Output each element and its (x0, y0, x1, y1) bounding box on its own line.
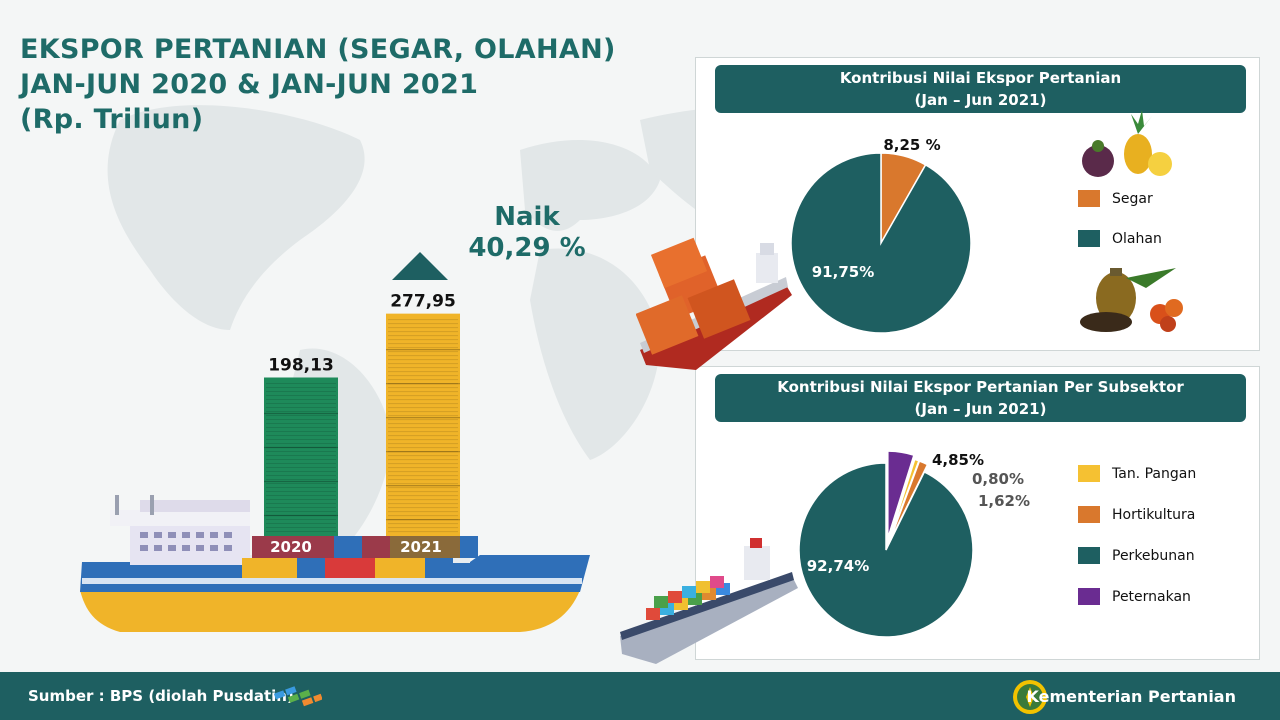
fruit-icon (1082, 110, 1172, 177)
growth-callout: Naik 40,29 % (462, 202, 592, 264)
legend-item-peternakan: Peternakan (1078, 588, 1191, 605)
bar-value-label: 277,95 (390, 292, 456, 312)
ship-hull-yellow (80, 590, 580, 632)
bar-2020 (264, 377, 338, 536)
legend-label: Peternakan (1112, 588, 1191, 605)
palm-oil-icon (1080, 268, 1183, 332)
legend-swatch (1078, 506, 1100, 523)
bar-category-label: 2021 (400, 538, 442, 556)
legend-swatch (1078, 588, 1100, 605)
pie-subsector-subtitle: (Jan – Jun 2021) (914, 400, 1047, 418)
legend-swatch (1078, 230, 1100, 247)
deck-containers (242, 536, 478, 578)
bar-2021 (386, 313, 460, 536)
pie-subsector-title: Kontribusi Nilai Ekspor Pertanian Per Su… (777, 378, 1184, 396)
legend-item-hortikultura: Hortikultura (1078, 506, 1195, 523)
legend-swatch (1078, 190, 1100, 207)
legend-item-segar: Segar (1078, 190, 1153, 207)
legend-label: Perkebunan (1112, 547, 1195, 564)
pie-product-subtitle: (Jan – Jun 2021) (914, 91, 1047, 109)
pie-slice-perkebunan (798, 462, 974, 638)
growth-value: 40,29 % (468, 233, 586, 263)
pie-value-label: 92,74% (807, 557, 869, 575)
pie-value-label: 8,25 % (883, 136, 940, 154)
cargo-ship-orange-icon (636, 237, 792, 370)
legend-label: Segar (1112, 190, 1153, 207)
growth-label: Naik (494, 202, 560, 232)
legend-item-olahan: Olahan (1078, 230, 1162, 247)
legend-item-tan-pangan: Tan. Pangan (1078, 465, 1196, 482)
pie-slice-olahan (790, 152, 972, 334)
bps-logo-icon (273, 686, 322, 707)
kementan-emblem-icon (1013, 680, 1047, 714)
bar-value-label: 198,13 (268, 355, 334, 375)
pie-slice-hortikultura (888, 460, 929, 543)
pie-slice-peternakan (887, 450, 915, 539)
pie-value-label: 0,80% (972, 470, 1024, 488)
ship-superstructure (110, 495, 250, 565)
ministry-name: Kementerian Pertanian (1026, 687, 1237, 706)
legend-item-perkebunan: Perkebunan (1078, 547, 1195, 564)
source-text: Sumber : BPS (diolah Pusdatin) (28, 687, 294, 705)
pie-value-label: 91,75% (812, 263, 874, 281)
title-line-2: JAN-JUN 2020 & JAN-JUN 2021 (20, 69, 479, 100)
legend-label: Hortikultura (1112, 506, 1196, 523)
pie-chart-product: 8,25 % 91,75% (790, 136, 972, 334)
pie-product-title: Kontribusi Nilai Ekspor Pertanian (839, 69, 1122, 87)
page-title: EKSPOR PERTANIAN (SEGAR, OLAHAN) JAN-JUN… (20, 32, 616, 137)
title-line-1: EKSPOR PERTANIAN (SEGAR, OLAHAN) (20, 34, 616, 65)
cargo-ship-colorful-icon (620, 538, 798, 664)
pie-panel-product-header: Kontribusi Nilai Ekspor Pertanian (Jan –… (715, 65, 1246, 113)
growth-up-arrow-icon (392, 252, 448, 280)
pie-value-label: 1,62% (978, 492, 1030, 510)
legend-swatch (1078, 465, 1100, 482)
footer-bar: Sumber : BPS (diolah Pusdatin) Kementeri… (0, 672, 1280, 720)
legend-label: Tan. Pangan (1112, 465, 1197, 482)
legend-label: Olahan (1112, 230, 1162, 247)
pie-panel-subsector: 4,85% 0,80% 1,62% 92,74% Kontribusi Nilai E… (695, 366, 1260, 660)
pie-panel-product: 8,25 % 91,75% Kontribusi Nilai Ekspor Per… (695, 57, 1260, 351)
title-line-3: (Rp. Triliun) (20, 104, 204, 135)
pie-value-label: 4,85% (932, 451, 984, 469)
pie-panel-subsector-header: Kontribusi Nilai Ekspor Pertanian Per Su… (715, 374, 1246, 422)
legend-swatch (1078, 547, 1100, 564)
ship-bar-chart: 198,13 2020 277,95 2021 (80, 252, 590, 632)
bar-series: 198,13 2020 277,95 2021 (264, 292, 460, 556)
bar-category-label: 2020 (270, 538, 312, 556)
pie-chart-subsector: 4,85%0,80% 1,62% 92,74% (798, 450, 1030, 638)
